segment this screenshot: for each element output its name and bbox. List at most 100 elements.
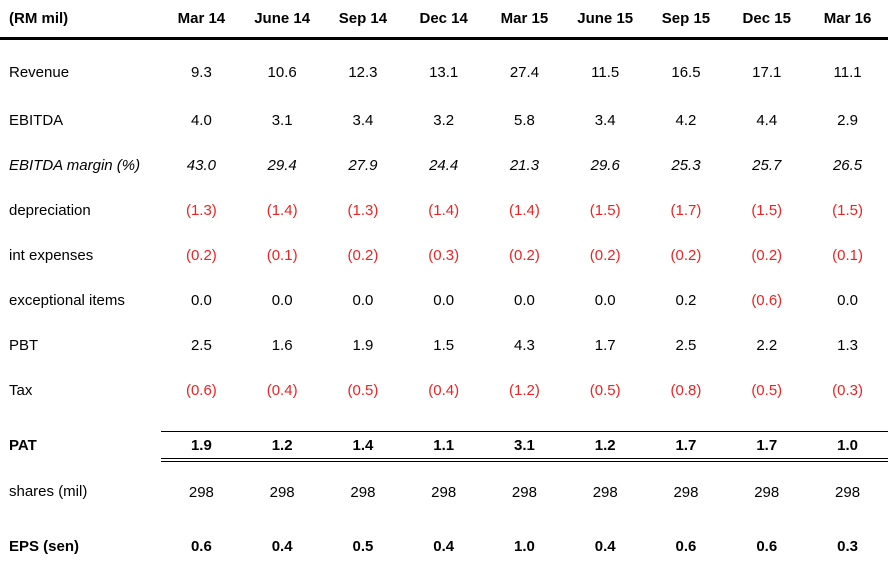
value-cell: 29.6 bbox=[590, 157, 620, 174]
value-cell: (1.5) bbox=[751, 202, 783, 219]
header-row: (RM mil) Mar 14 June 14 Sep 14 Dec 14 Ma… bbox=[0, 0, 888, 40]
value-cell: 1.7 bbox=[594, 337, 616, 354]
value-cell: (0.6) bbox=[185, 382, 217, 399]
value-cell: 12.3 bbox=[348, 63, 378, 81]
table-row-depreciation: depreciation (1.3) (1.4) (1.3) (1.4) (1.… bbox=[0, 188, 888, 233]
row-label: int expenses bbox=[9, 247, 94, 264]
value-cell: 0.4 bbox=[433, 537, 455, 555]
value-cell: 2.5 bbox=[675, 337, 697, 354]
value-cell: 298 bbox=[350, 483, 376, 501]
spacer-cell bbox=[0, 413, 888, 432]
value-cell: 27.4 bbox=[509, 63, 540, 81]
spacer-row bbox=[0, 413, 888, 432]
value-cell: (1.7) bbox=[670, 202, 702, 219]
value-cell: (1.4) bbox=[428, 202, 460, 219]
table-row-ebitda: EBITDA 4.0 3.1 3.4 3.2 5.8 3.4 4.2 4.4 2… bbox=[0, 98, 888, 143]
value-cell: 43.0 bbox=[186, 157, 216, 174]
value-cell: 0.6 bbox=[190, 537, 212, 555]
value-cell: 298 bbox=[754, 483, 780, 501]
table-row-tax: Tax (0.6) (0.4) (0.5) (0.4) (1.2) (0.5) … bbox=[0, 368, 888, 413]
value-cell: (0.2) bbox=[751, 247, 783, 264]
value-cell: 17.1 bbox=[752, 63, 782, 81]
value-cell: 1.4 bbox=[322, 431, 404, 462]
value-cell: (0.5) bbox=[751, 382, 783, 399]
value-cell: 4.2 bbox=[675, 112, 697, 129]
table-row-eps: EPS (sen) 0.6 0.4 0.5 0.4 1.0 0.4 0.6 0.… bbox=[0, 522, 888, 570]
value-cell: 1.7 bbox=[645, 431, 727, 462]
value-cell: 1.0 bbox=[807, 431, 888, 462]
table-row-exceptional-items: exceptional items 0.0 0.0 0.0 0.0 0.0 0.… bbox=[0, 278, 888, 323]
value-cell: 11.1 bbox=[833, 63, 862, 81]
row-label: PBT bbox=[9, 337, 39, 354]
value-cell: 0.5 bbox=[352, 537, 374, 555]
value-cell: 1.9 bbox=[352, 337, 374, 354]
table-row-ebitda-margin: EBITDA margin (%) 43.0 29.4 27.9 24.4 21… bbox=[0, 143, 888, 188]
quarter-header-cell: Sep 15 bbox=[645, 0, 727, 40]
value-cell: 0.0 bbox=[433, 292, 455, 309]
value-cell: 4.3 bbox=[514, 337, 535, 354]
value-cell: 1.5 bbox=[433, 337, 455, 354]
value-cell: 3.4 bbox=[352, 112, 374, 129]
row-label: exceptional items bbox=[9, 292, 125, 309]
value-cell: 298 bbox=[835, 483, 861, 501]
quarter-header-cell: June 14 bbox=[241, 0, 323, 40]
value-cell: 13.1 bbox=[429, 63, 459, 81]
table-row-revenue: Revenue 9.3 10.6 12.3 13.1 27.4 11.5 16.… bbox=[0, 39, 888, 99]
value-cell: 11.5 bbox=[591, 63, 620, 81]
row-label: PAT bbox=[9, 437, 37, 455]
value-cell: (0.5) bbox=[347, 382, 379, 399]
value-cell: 0.4 bbox=[594, 537, 616, 555]
value-cell: (0.8) bbox=[670, 382, 702, 399]
value-cell: 29.4 bbox=[267, 157, 297, 174]
value-cell: 26.5 bbox=[832, 157, 863, 174]
value-cell: (0.2) bbox=[589, 247, 621, 264]
value-cell: (0.3) bbox=[832, 382, 863, 399]
value-cell: 3.1 bbox=[271, 112, 293, 129]
value-cell: 298 bbox=[269, 483, 295, 501]
value-cell: 9.3 bbox=[190, 63, 212, 81]
value-cell: 0.6 bbox=[675, 537, 697, 555]
quarter-header-cell: June 15 bbox=[564, 0, 646, 40]
quarter-header-cell: Mar 15 bbox=[484, 0, 565, 40]
table-row-shares: shares (mil) 298 298 298 298 298 298 298… bbox=[0, 460, 888, 522]
value-cell: 1.2 bbox=[564, 431, 646, 462]
value-cell: (0.2) bbox=[509, 247, 540, 264]
value-cell: 1.7 bbox=[726, 431, 808, 462]
unit-header-cell: (RM mil) bbox=[0, 0, 161, 40]
value-cell: 10.6 bbox=[267, 63, 297, 81]
quarter-header-cell: Dec 14 bbox=[403, 0, 485, 40]
value-cell: 0.0 bbox=[352, 292, 374, 309]
quarter-header-cell: Sep 14 bbox=[322, 0, 404, 40]
value-cell: 298 bbox=[188, 483, 214, 501]
row-label: EBITDA margin (%) bbox=[9, 157, 141, 174]
row-label: Revenue bbox=[9, 63, 70, 81]
value-cell: 0.0 bbox=[271, 292, 293, 309]
value-cell: 298 bbox=[511, 483, 537, 501]
value-cell: 4.0 bbox=[190, 112, 212, 129]
value-cell: (0.2) bbox=[347, 247, 379, 264]
value-cell: (0.6) bbox=[751, 292, 783, 309]
value-cell: (0.5) bbox=[589, 382, 621, 399]
value-cell: 0.3 bbox=[837, 537, 858, 555]
value-cell: 1.3 bbox=[837, 337, 858, 354]
value-cell: (1.4) bbox=[266, 202, 298, 219]
value-cell: 0.6 bbox=[756, 537, 778, 555]
value-cell: (0.2) bbox=[670, 247, 702, 264]
value-cell: 1.2 bbox=[241, 431, 323, 462]
row-label: EBITDA bbox=[9, 112, 64, 129]
value-cell: 24.4 bbox=[429, 157, 459, 174]
value-cell: 16.5 bbox=[671, 63, 701, 81]
row-label: EPS (sen) bbox=[9, 537, 80, 555]
value-cell: 0.0 bbox=[514, 292, 535, 309]
value-cell: (1.5) bbox=[832, 202, 863, 219]
value-cell: 3.1 bbox=[484, 431, 565, 462]
value-cell: 1.1 bbox=[403, 431, 485, 462]
value-cell: (1.3) bbox=[185, 202, 217, 219]
value-cell: 2.9 bbox=[837, 112, 858, 129]
value-cell: 2.5 bbox=[190, 337, 212, 354]
value-cell: (0.4) bbox=[266, 382, 298, 399]
value-cell: (0.1) bbox=[266, 247, 298, 264]
value-cell: 298 bbox=[592, 483, 618, 501]
value-cell: 0.4 bbox=[271, 537, 293, 555]
